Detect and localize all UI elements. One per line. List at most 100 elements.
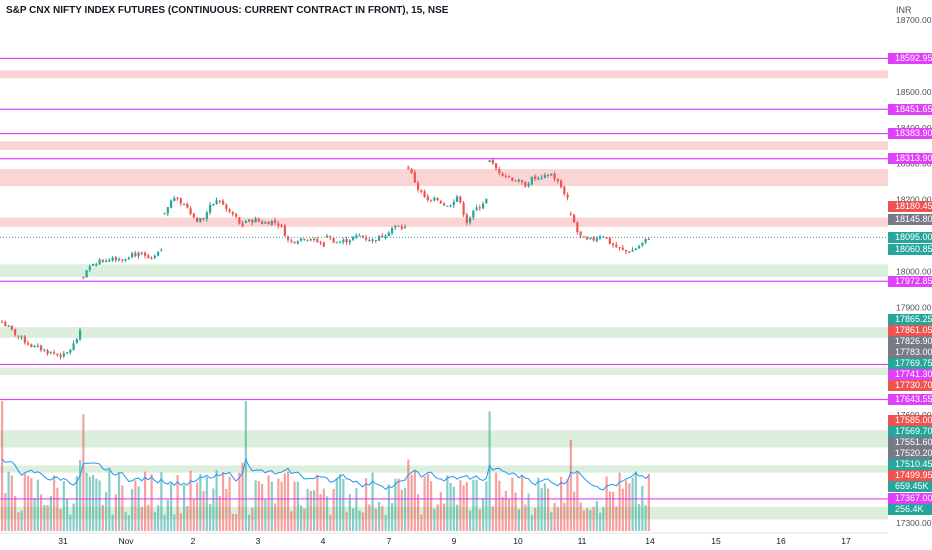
volume-bar — [475, 480, 478, 531]
volume-bar — [394, 478, 397, 531]
candle-body — [257, 218, 260, 222]
volume-bar — [488, 411, 491, 531]
x-tick-label: 31 — [58, 536, 68, 546]
volume-bar — [192, 498, 195, 531]
volume-bar — [300, 505, 303, 531]
candle-body — [478, 207, 481, 209]
price-tag: 256.4K — [888, 504, 932, 516]
candle-body — [495, 163, 498, 169]
candle-body — [261, 221, 264, 224]
volume-bar — [225, 488, 228, 531]
candle-body — [173, 197, 176, 201]
candle-body — [384, 235, 387, 238]
candle-body — [413, 172, 416, 183]
candle-body — [293, 241, 296, 243]
volume-bar — [407, 459, 410, 531]
volume-bar — [313, 490, 316, 531]
candle-body — [358, 235, 361, 237]
candle-body — [238, 217, 241, 224]
volume-bar — [391, 502, 394, 531]
volume-bar — [43, 504, 46, 531]
candle-body — [170, 200, 173, 208]
candle-body — [527, 183, 530, 187]
candle-body — [569, 214, 572, 216]
volume-bar — [352, 508, 355, 531]
candle-body — [192, 213, 195, 218]
candle-body — [30, 344, 33, 347]
candle-body — [75, 339, 78, 344]
candle-body — [423, 191, 426, 197]
candle-body — [335, 242, 338, 244]
volume-bar — [215, 470, 218, 531]
volume-bar — [108, 470, 111, 531]
x-axis: 31 Nov 2 3 4 7 9 10 11 14 15 16 17 — [0, 532, 888, 546]
volume-bar — [491, 506, 494, 531]
candle-body — [59, 354, 62, 357]
volume-bar — [228, 476, 231, 531]
candle-body — [147, 255, 150, 259]
volume-bar — [183, 485, 186, 531]
supply-zone — [0, 169, 888, 186]
candle-body — [241, 223, 244, 227]
volume-bar — [251, 507, 254, 531]
candle-body — [326, 235, 329, 238]
candle-body — [439, 200, 442, 204]
candle-body — [88, 266, 91, 270]
level-line-layer — [0, 57, 888, 500]
candle-body — [485, 198, 488, 204]
candle-body — [576, 222, 579, 233]
y-tick-label: 18000.00 — [896, 267, 932, 277]
volume-bar — [131, 489, 134, 531]
volume-bar — [326, 496, 329, 531]
volume-bar — [111, 514, 114, 531]
candle-body — [183, 203, 186, 205]
volume-bar — [264, 499, 267, 531]
candle-body — [355, 235, 358, 238]
candle-body — [231, 212, 234, 215]
volume-bar — [378, 501, 381, 531]
candle-body — [410, 169, 413, 173]
candle-body — [287, 236, 290, 240]
candle-body — [608, 237, 611, 244]
volume-bar — [647, 473, 650, 531]
volume-bar — [118, 473, 121, 531]
volume-bar — [274, 503, 277, 531]
volume-bar — [547, 488, 550, 531]
volume-bar — [521, 474, 524, 531]
volume-bar — [501, 497, 504, 531]
volume-bar — [218, 495, 221, 531]
candle-body — [20, 336, 23, 338]
volume-bar — [85, 472, 88, 531]
volume-bar — [316, 474, 319, 531]
volume-bar — [534, 507, 537, 531]
price-tag: 18451.65 — [888, 103, 932, 115]
x-tick-label: 10 — [513, 536, 523, 546]
candle-body — [306, 239, 309, 241]
price-tag: 17367.00 — [888, 493, 932, 505]
chart-title: S&P CNX NIFTY INDEX FUTURES (CONTINUOUS:… — [6, 5, 449, 16]
candle-body — [205, 212, 208, 220]
candle-body — [524, 181, 527, 187]
candle-body — [582, 236, 585, 238]
volume-bar — [69, 514, 72, 531]
candle-body — [303, 238, 306, 240]
volume-bar — [608, 491, 611, 531]
candle-body — [517, 179, 520, 182]
candle-body — [114, 257, 117, 261]
volume-bar — [342, 478, 345, 531]
volume-bar — [1, 401, 4, 531]
volume-bar — [95, 478, 98, 531]
candle-body — [4, 321, 7, 327]
price-tag: 18060.85 — [888, 244, 932, 256]
candle-body — [400, 226, 403, 229]
price-tag: 17585.00 — [888, 415, 932, 427]
candle-body — [322, 242, 325, 247]
candle-body — [131, 253, 134, 258]
volume-bar — [46, 505, 49, 531]
x-tick-label: 2 — [191, 536, 196, 546]
volume-bar — [82, 414, 85, 531]
volume-bar — [280, 481, 283, 531]
candle-body — [218, 200, 221, 202]
volume-bar — [498, 480, 501, 531]
